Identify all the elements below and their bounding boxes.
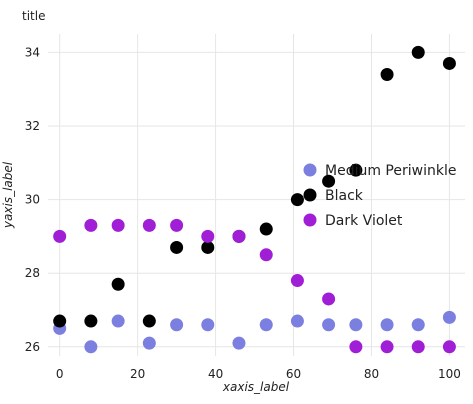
data-point xyxy=(111,218,125,232)
x-axis-title: xaxis_label xyxy=(222,380,290,394)
data-point xyxy=(170,318,184,332)
points-layer xyxy=(53,45,456,354)
x-tick-label: 0 xyxy=(56,367,64,381)
plot-background xyxy=(48,34,465,356)
data-point xyxy=(170,240,184,254)
series-medium-periwinkle xyxy=(53,310,456,354)
data-point xyxy=(290,193,304,207)
x-tick-label: 20 xyxy=(130,367,145,381)
data-point xyxy=(53,229,67,243)
y-axis-title: yaxis_label xyxy=(1,161,15,229)
x-tick-label: 40 xyxy=(208,367,223,381)
data-point xyxy=(142,336,156,350)
legend-marker xyxy=(303,188,317,202)
y-tick-label: 30 xyxy=(25,193,40,207)
data-point xyxy=(442,310,456,324)
x-tick-label: 80 xyxy=(364,367,379,381)
data-point xyxy=(201,318,215,332)
legend-label: Dark Violet xyxy=(325,213,403,229)
data-point xyxy=(232,336,246,350)
data-point xyxy=(380,318,394,332)
data-point xyxy=(322,292,336,306)
data-point xyxy=(290,314,304,328)
data-point xyxy=(442,340,456,354)
legend: Medium Periwinkle Black Dark Violet xyxy=(303,163,456,229)
data-point xyxy=(322,318,336,332)
data-point xyxy=(349,340,363,354)
y-tick-label: 32 xyxy=(25,119,40,133)
data-point xyxy=(411,45,425,59)
data-point xyxy=(380,340,394,354)
series-dark-violet xyxy=(53,218,456,354)
data-point xyxy=(380,67,394,81)
data-point xyxy=(111,314,125,328)
y-tick-label: 26 xyxy=(25,340,40,354)
x-tick-label: 60 xyxy=(286,367,301,381)
x-tick-labels: 0 20 40 60 80 100 xyxy=(56,367,461,381)
y-tick-label: 34 xyxy=(25,45,40,59)
legend-marker xyxy=(303,163,317,177)
grid-layer xyxy=(48,34,465,356)
data-point xyxy=(201,229,215,243)
legend-marker xyxy=(303,213,317,227)
data-point xyxy=(442,56,456,70)
data-point xyxy=(259,248,273,262)
data-point xyxy=(53,314,67,328)
data-point xyxy=(322,174,336,188)
data-point xyxy=(84,218,98,232)
data-point xyxy=(142,218,156,232)
chart-title: title xyxy=(22,9,45,23)
data-point xyxy=(170,218,184,232)
data-point xyxy=(84,340,98,354)
x-tick-label: 100 xyxy=(438,367,461,381)
data-point xyxy=(259,318,273,332)
data-point xyxy=(111,277,125,291)
data-point xyxy=(201,240,215,254)
data-point xyxy=(259,222,273,236)
data-point xyxy=(349,163,363,177)
data-point xyxy=(290,274,304,288)
y-tick-labels: 26 28 30 32 34 xyxy=(25,45,40,353)
data-point xyxy=(349,318,363,332)
data-point xyxy=(142,314,156,328)
legend-label: Medium Periwinkle xyxy=(325,163,456,179)
data-point xyxy=(84,314,98,328)
legend-label: Black xyxy=(325,188,364,204)
data-point xyxy=(411,340,425,354)
y-tick-label: 28 xyxy=(25,266,40,280)
data-point xyxy=(411,318,425,332)
data-point xyxy=(232,229,246,243)
